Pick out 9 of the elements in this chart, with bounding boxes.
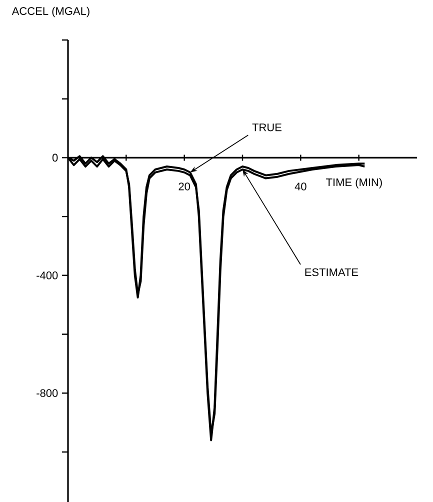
x-axis-title: TIME (MIN) [326, 178, 382, 188]
annotation: ESTIMATE [305, 268, 358, 276]
y-tick-label: -400 [36, 272, 58, 280]
x-tick-label: 40 [294, 182, 306, 190]
y-axis-title: ACCEL (MGAL) [12, 6, 90, 18]
x-tick-label: 20 [178, 182, 190, 190]
y-tick-label: 0 [52, 154, 58, 162]
y-tick-label: -800 [36, 389, 58, 398]
annotation: TRUE [252, 124, 282, 132]
